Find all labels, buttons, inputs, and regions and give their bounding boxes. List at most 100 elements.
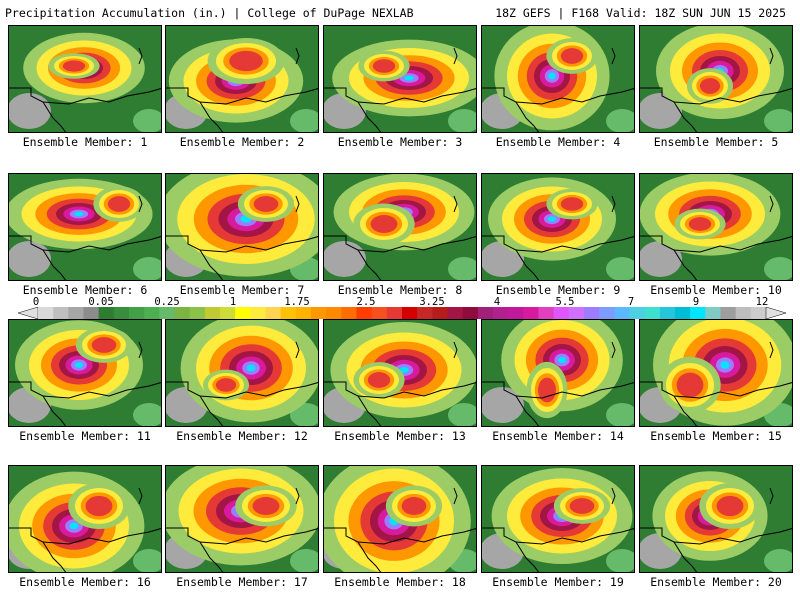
member-caption: Ensemble Member: 6 — [22, 283, 148, 297]
ensemble-panel — [323, 25, 477, 133]
member-caption: Ensemble Member: 1 — [22, 135, 148, 149]
state-border — [138, 341, 143, 359]
scale-swatch — [250, 307, 266, 319]
scale-swatch — [705, 307, 721, 319]
scale-tick-label: 1 — [229, 296, 237, 308]
scale-max-arrow — [765, 307, 787, 319]
scale-swatch — [356, 307, 373, 319]
scale-swatch — [462, 307, 479, 319]
scale-swatch — [690, 307, 706, 319]
scale-swatch — [599, 307, 615, 319]
state-border — [769, 341, 774, 359]
scale-swatch — [386, 307, 403, 319]
precip-contour — [372, 59, 396, 73]
light-precip-area — [606, 257, 634, 280]
member-caption: Ensemble Member: 15 — [650, 429, 782, 443]
light-precip-area — [764, 549, 792, 572]
precip-contour — [716, 495, 744, 517]
scale-swatch — [538, 307, 555, 319]
scale-tick-label: 0 — [32, 296, 40, 308]
scale-swatch — [235, 307, 251, 319]
precip-max — [548, 216, 556, 222]
precip-map — [9, 174, 161, 280]
precip-contour — [91, 337, 117, 353]
color-scale-bar — [17, 307, 787, 319]
scale-tick-label: 9 — [692, 296, 700, 308]
scale-swatch — [750, 307, 767, 319]
run-info: 18Z GEFS | F168 Valid: 18Z SUN JUN 15 20… — [495, 6, 786, 20]
scale-swatch — [220, 307, 236, 319]
state-border — [295, 195, 300, 213]
precip-map — [9, 466, 161, 572]
precip-map — [166, 174, 318, 280]
ensemble-panel — [639, 465, 793, 573]
state-border — [295, 487, 300, 505]
state-border — [769, 195, 774, 213]
state-border — [515, 528, 634, 545]
precip-contour — [62, 60, 86, 72]
precip-map — [9, 26, 161, 132]
ensemble-panel — [165, 465, 319, 573]
state-border — [611, 487, 616, 505]
precip-contour — [538, 377, 556, 403]
state-border — [357, 382, 476, 399]
scale-swatch — [417, 307, 433, 319]
light-precip-area — [448, 403, 476, 426]
member-caption: Ensemble Member: 11 — [19, 429, 151, 443]
precip-map — [166, 26, 318, 132]
scale-swatch — [38, 307, 54, 319]
scale-swatch — [174, 307, 191, 319]
dry-area — [9, 241, 51, 277]
precip-map — [482, 174, 634, 280]
ensemble-panel — [481, 25, 635, 133]
state-border — [453, 341, 458, 359]
precip-map — [482, 466, 634, 572]
state-border — [357, 528, 476, 545]
scale-swatch — [477, 307, 494, 319]
scale-swatch — [295, 307, 312, 319]
precip-contour — [560, 197, 584, 211]
light-precip-area — [133, 549, 161, 572]
member-caption: Ensemble Member: 9 — [495, 283, 621, 297]
scale-swatch — [98, 307, 115, 319]
precip-contour — [688, 217, 712, 231]
state-border — [199, 88, 318, 105]
member-caption: Ensemble Member: 8 — [337, 283, 463, 297]
scale-swatch — [523, 307, 539, 319]
precip-map — [482, 320, 634, 426]
precip-map — [324, 320, 476, 426]
state-border — [138, 195, 143, 213]
light-precip-area — [133, 403, 161, 426]
scale-swatch — [159, 307, 175, 319]
light-precip-area — [606, 109, 634, 132]
precip-contour — [367, 372, 391, 388]
scale-swatch — [629, 307, 646, 319]
member-caption: Ensemble Member: 14 — [492, 429, 624, 443]
precip-contour — [699, 78, 721, 94]
scale-tick-label: 1.75 — [284, 296, 310, 308]
scale-swatch — [83, 307, 100, 319]
ensemble-panel — [323, 319, 477, 427]
scale-tick-label: 4 — [493, 296, 501, 308]
member-caption: Ensemble Member: 18 — [334, 575, 466, 589]
precip-contour — [229, 50, 263, 72]
dry-area — [640, 241, 682, 277]
precip-map — [9, 320, 161, 426]
state-border — [769, 487, 774, 505]
scale-swatch — [144, 307, 160, 319]
scale-min-arrow — [17, 307, 39, 319]
precip-contour — [676, 372, 704, 398]
scale-swatch — [659, 307, 676, 319]
scale-swatch — [675, 307, 691, 319]
ensemble-panel — [323, 173, 477, 281]
precip-contour — [252, 497, 280, 515]
ensemble-panel — [639, 173, 793, 281]
ensemble-panel — [165, 173, 319, 281]
scale-swatch — [614, 307, 630, 319]
state-border — [357, 236, 476, 253]
light-precip-area — [764, 257, 792, 280]
precip-map — [324, 466, 476, 572]
ensemble-panel — [165, 25, 319, 133]
precip-max — [548, 72, 556, 80]
scale-swatch — [280, 307, 297, 319]
